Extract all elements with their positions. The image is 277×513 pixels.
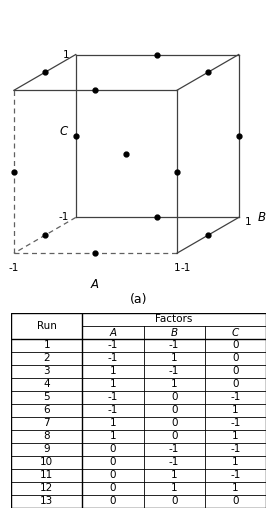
Text: $B$: $B$	[170, 326, 178, 339]
Text: 1: 1	[173, 263, 180, 273]
Text: 0: 0	[110, 444, 116, 455]
Text: 11: 11	[40, 470, 53, 480]
Text: -1: -1	[169, 444, 179, 455]
Text: 1: 1	[232, 431, 239, 441]
Text: 0: 0	[232, 353, 238, 363]
Text: 0: 0	[110, 470, 116, 480]
Text: 0: 0	[171, 497, 178, 506]
Text: -1: -1	[230, 419, 240, 428]
Text: 1: 1	[110, 366, 116, 377]
Text: 1: 1	[232, 483, 239, 494]
Text: -1: -1	[230, 470, 240, 480]
Text: -1: -1	[230, 444, 240, 455]
Text: 0: 0	[171, 431, 178, 441]
Text: -1: -1	[169, 341, 179, 350]
Text: 1: 1	[110, 431, 116, 441]
Text: -1: -1	[108, 405, 118, 416]
Text: 9: 9	[43, 444, 50, 455]
Text: 0: 0	[232, 380, 238, 389]
Text: 12: 12	[40, 483, 53, 494]
Text: -1: -1	[59, 212, 69, 223]
Text: 1: 1	[171, 380, 178, 389]
Text: 1: 1	[171, 353, 178, 363]
Text: $C$: $C$	[231, 326, 240, 339]
Text: 1: 1	[232, 405, 239, 416]
Text: 1: 1	[171, 470, 178, 480]
Text: $A$: $A$	[109, 326, 117, 339]
Text: 2: 2	[43, 353, 50, 363]
Text: 5: 5	[43, 392, 50, 402]
Text: 1: 1	[244, 216, 251, 227]
Text: 4: 4	[43, 380, 50, 389]
Text: $A$: $A$	[90, 278, 100, 291]
Text: -1: -1	[108, 392, 118, 402]
Text: -1: -1	[9, 263, 19, 273]
Text: Run: Run	[37, 321, 57, 331]
Text: 0: 0	[110, 458, 116, 467]
Text: 6: 6	[43, 405, 50, 416]
Text: 1: 1	[63, 50, 69, 60]
Text: -1: -1	[230, 392, 240, 402]
Text: 3: 3	[43, 366, 50, 377]
Text: 1: 1	[171, 483, 178, 494]
Text: $B$: $B$	[257, 211, 266, 224]
Text: -1: -1	[169, 458, 179, 467]
Text: 0: 0	[171, 405, 178, 416]
Text: (a): (a)	[130, 293, 147, 306]
Text: -1: -1	[108, 341, 118, 350]
Text: 13: 13	[40, 497, 53, 506]
Text: 0: 0	[171, 419, 178, 428]
Text: 1: 1	[110, 419, 116, 428]
Text: 0: 0	[232, 497, 238, 506]
Text: 0: 0	[232, 341, 238, 350]
Text: 0: 0	[171, 392, 178, 402]
Text: -1: -1	[108, 353, 118, 363]
Text: 0: 0	[110, 483, 116, 494]
Text: 7: 7	[43, 419, 50, 428]
Text: Factors: Factors	[155, 314, 193, 324]
Text: $C$: $C$	[59, 125, 69, 139]
Text: 8: 8	[43, 431, 50, 441]
Text: 10: 10	[40, 458, 53, 467]
Text: 1: 1	[43, 341, 50, 350]
Text: 1: 1	[232, 458, 239, 467]
Text: 0: 0	[232, 366, 238, 377]
Text: 1: 1	[110, 380, 116, 389]
Text: 0: 0	[110, 497, 116, 506]
Text: -1: -1	[181, 263, 191, 273]
Text: -1: -1	[169, 366, 179, 377]
